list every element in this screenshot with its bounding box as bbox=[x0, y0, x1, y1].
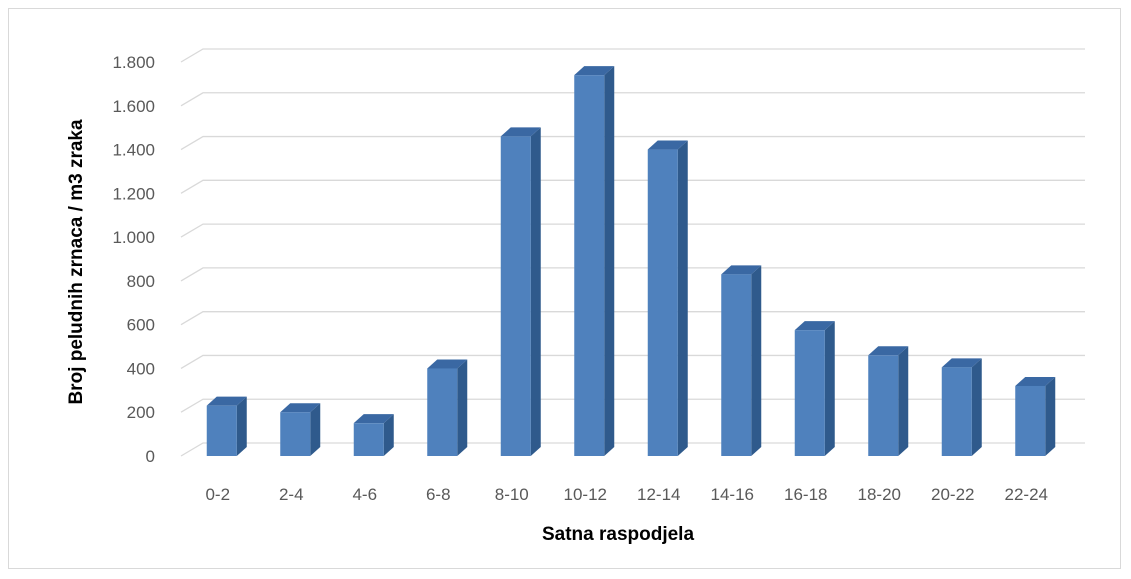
x-axis-ticks: 0-2 2-4 4-6 6-8 8-10 10-12 12-14 14-16 16-18 18-2… bbox=[205, 485, 1048, 504]
y-tick-label: 1.000 bbox=[112, 228, 155, 247]
x-tick-label: 16-18 bbox=[784, 485, 827, 504]
gridline bbox=[180, 92, 1085, 107]
bar-front bbox=[1015, 385, 1046, 456]
bar-top bbox=[868, 346, 909, 356]
bar-20-22 bbox=[941, 358, 982, 456]
x-tick-label: 0-2 bbox=[205, 485, 230, 504]
bar-front bbox=[721, 274, 752, 456]
bar-top bbox=[574, 66, 615, 76]
x-tick-label: 10-12 bbox=[564, 485, 607, 504]
y-tick-label: 800 bbox=[127, 272, 155, 291]
x-tick-label: 8-10 bbox=[495, 485, 529, 504]
bar-22-24 bbox=[1015, 376, 1056, 456]
y-axis-ticks: 0 200 400 600 800 1.000 1.200 1.400 1.600 1.800 bbox=[112, 53, 155, 466]
bar-top bbox=[721, 265, 762, 275]
bar-side bbox=[310, 403, 321, 456]
bar-side bbox=[530, 127, 541, 456]
bar-8-10 bbox=[500, 127, 541, 456]
gridline bbox=[180, 442, 1085, 457]
gridline bbox=[180, 311, 1085, 326]
bar-side bbox=[751, 265, 762, 456]
bar-top bbox=[794, 321, 835, 331]
bar-top bbox=[353, 414, 394, 424]
bar-top bbox=[500, 127, 541, 137]
bar-2-4 bbox=[280, 403, 321, 456]
bar-side bbox=[824, 321, 835, 456]
gridline bbox=[180, 223, 1085, 238]
bar-side bbox=[677, 140, 688, 457]
bar-front bbox=[868, 355, 899, 456]
bar-0-2 bbox=[206, 396, 247, 456]
bar-front bbox=[647, 149, 678, 457]
bar-top bbox=[647, 140, 688, 150]
y-tick-label: 0 bbox=[146, 447, 155, 466]
x-tick-label: 4-6 bbox=[352, 485, 377, 504]
bar-top bbox=[941, 358, 982, 368]
bar-side bbox=[236, 396, 247, 456]
gridlines bbox=[180, 48, 1085, 457]
bar-side bbox=[971, 358, 982, 456]
gridline bbox=[180, 267, 1085, 282]
gridline bbox=[180, 48, 1085, 63]
bar-front bbox=[500, 136, 531, 456]
y-tick-label: 200 bbox=[127, 403, 155, 422]
gridline bbox=[180, 179, 1085, 194]
y-tick-label: 1.200 bbox=[112, 184, 155, 203]
bar-top bbox=[1015, 376, 1056, 386]
y-tick-label: 1.800 bbox=[112, 53, 155, 72]
bar-front bbox=[941, 367, 972, 456]
bar-front bbox=[794, 330, 825, 456]
bar-16-18 bbox=[794, 321, 835, 456]
bar-front bbox=[427, 368, 458, 456]
gridline bbox=[180, 135, 1085, 151]
bar-side bbox=[1045, 376, 1056, 456]
bar-12-14 bbox=[647, 140, 688, 457]
x-tick-label: 2-4 bbox=[279, 485, 304, 504]
y-tick-label: 1.600 bbox=[112, 97, 155, 116]
chart-frame bbox=[8, 8, 1121, 569]
x-tick-label: 22-24 bbox=[1005, 485, 1048, 504]
gridline bbox=[180, 354, 1085, 370]
bar-side bbox=[604, 66, 615, 456]
y-tick-label: 600 bbox=[127, 316, 155, 335]
bar-side bbox=[457, 359, 468, 456]
x-tick-label: 18-20 bbox=[858, 485, 901, 504]
bar-top bbox=[280, 403, 321, 413]
bars bbox=[206, 66, 1056, 457]
bar-top bbox=[206, 396, 247, 406]
bar-front bbox=[574, 75, 605, 456]
bar-side bbox=[898, 346, 909, 456]
x-tick-label: 14-16 bbox=[711, 485, 754, 504]
x-tick-label: 20-22 bbox=[931, 485, 974, 504]
bar-front bbox=[280, 412, 311, 456]
bar-10-12 bbox=[574, 66, 615, 456]
bar-14-16 bbox=[721, 265, 762, 456]
bar-side bbox=[383, 414, 394, 456]
bar-6-8 bbox=[427, 359, 468, 456]
bar-4-6 bbox=[353, 414, 394, 456]
bar-front bbox=[353, 423, 384, 456]
x-tick-label: 12-14 bbox=[637, 485, 680, 504]
bar-top bbox=[427, 359, 468, 369]
x-axis-title: Satna raspodjela bbox=[542, 524, 694, 545]
y-tick-label: 1.400 bbox=[112, 141, 155, 160]
bar-18-20 bbox=[868, 346, 909, 456]
y-axis-title: Broj peludnih zrnaca / m3 zraka bbox=[66, 119, 87, 405]
x-tick-label: 6-8 bbox=[426, 485, 451, 504]
bar-front bbox=[206, 405, 237, 456]
y-tick-label: 400 bbox=[127, 359, 155, 378]
gridline bbox=[180, 398, 1085, 413]
